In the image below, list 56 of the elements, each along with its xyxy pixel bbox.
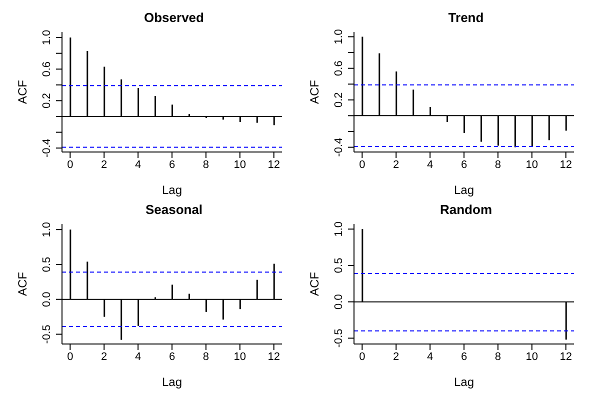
y-tick-label: -0.5 [333,328,345,348]
x-tick-label: 8 [494,350,502,363]
x-tick-label: 10 [234,158,246,171]
y-axis-title: ACF [15,272,30,296]
y-tick-label: 1.0 [41,222,53,238]
x-tick-label: 6 [460,350,468,363]
x-tick-label: 6 [168,158,176,171]
y-tick-label: 0.5 [41,256,53,272]
y-tick-label: -0.4 [41,138,53,158]
x-tick-label: 4 [426,158,434,171]
x-tick-label: 4 [134,350,142,363]
y-tick-label: -0.5 [41,324,53,344]
y-tick-label: 0.6 [41,61,53,77]
x-tick-label: 12 [560,158,572,171]
x-tick-label: 10 [526,158,538,171]
x-tick-label: 12 [268,158,280,171]
x-axis-title: Lag [454,183,474,197]
x-tick-label: 8 [202,350,210,363]
chart-title: Seasonal [144,201,204,219]
x-axis-title: Lag [162,375,182,389]
x-axis-title: Lag [454,375,474,389]
x-tick-label: 2 [393,158,400,171]
x-tick-label: 0 [67,350,74,363]
y-tick-label: -0.4 [333,138,345,157]
y-tick-label: 0.0 [333,294,345,310]
x-tick-label: 8 [202,158,210,171]
x-tick-label: 0 [359,350,366,363]
x-tick-label: 2 [101,158,108,171]
x-tick-label: 12 [268,350,280,363]
y-tick-label: 0.6 [333,60,345,76]
y-tick-label: 0.2 [333,92,345,108]
x-tick-label: 2 [393,350,400,363]
x-tick-label: 10 [234,350,246,363]
y-tick-label: 0.5 [333,258,345,274]
x-tick-label: 0 [67,158,74,171]
x-tick-label: 8 [494,158,502,171]
x-tick-label: 4 [134,158,142,171]
y-axis-title: ACF [307,272,322,296]
y-tick-label: 1.0 [41,30,53,46]
x-tick-label: 10 [526,350,538,363]
x-tick-label: 6 [168,350,176,363]
chart-title: Observed [143,9,205,27]
y-tick-label: 1.0 [333,221,345,237]
x-tick-label: 12 [560,350,572,363]
y-axis-title: ACF [307,80,322,104]
x-tick-label: 0 [359,158,366,171]
x-tick-label: 4 [426,350,434,363]
x-tick-label: 6 [460,158,468,171]
y-tick-label: 0.2 [41,93,53,108]
chart-title: Random [439,201,493,219]
chart-title: Trend [447,9,485,27]
x-tick-label: 2 [101,350,108,363]
y-tick-label: 1.0 [333,29,345,44]
y-tick-label: 0.0 [41,292,53,307]
y-axis-title: ACF [15,80,30,104]
x-axis-title: Lag [162,183,182,197]
